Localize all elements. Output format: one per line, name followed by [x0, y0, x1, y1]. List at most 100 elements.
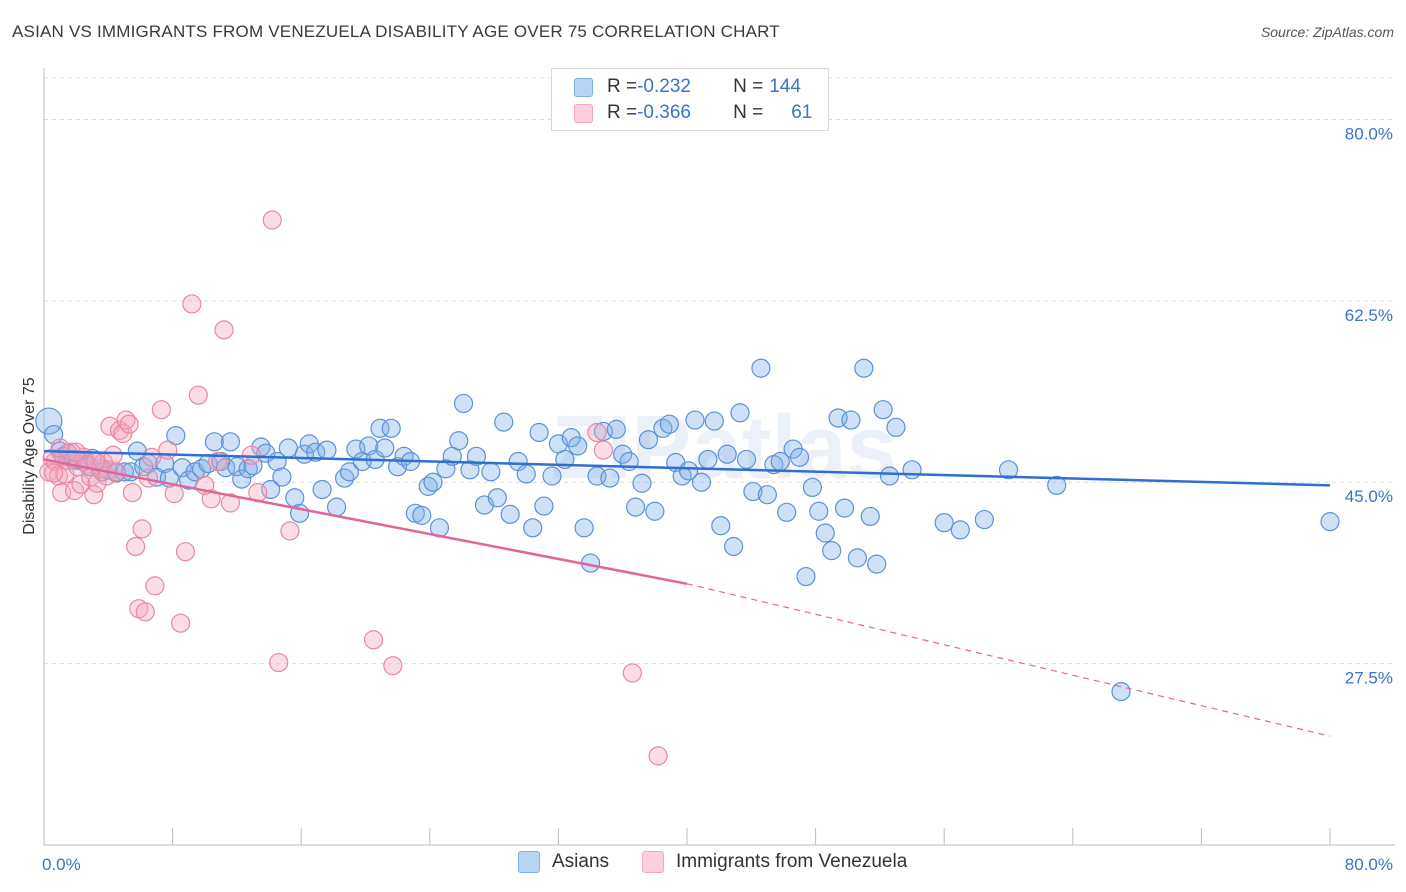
- label-layer: 27.5% 45.0% 62.5% 80.0% 0.0% 80.0% Disability …: [21, 124, 1393, 874]
- point-asians: [1047, 475, 1067, 495]
- y-tick-label: 27.5%: [1345, 669, 1393, 688]
- bottom-legend-venezuela: Immigrants from Venezuela: [642, 851, 907, 873]
- point-asians: [638, 430, 659, 450]
- point-asians: [412, 505, 432, 525]
- points-layer: [35, 210, 1340, 766]
- point-asians: [704, 411, 724, 431]
- point-asians: [645, 501, 665, 521]
- point-asians: [685, 410, 705, 430]
- point-asians: [847, 548, 867, 568]
- point-asians: [166, 425, 186, 446]
- point-asians: [751, 358, 771, 378]
- legend-swatch-venezuela: [574, 103, 593, 123]
- point-asians: [822, 541, 842, 561]
- point-asians: [886, 417, 906, 437]
- bottom-legend-swatch-venezuela: [642, 851, 664, 873]
- point-venezuela: [214, 320, 234, 340]
- point-asians: [453, 393, 474, 414]
- point-venezuela: [587, 422, 607, 443]
- point-asians: [679, 461, 699, 481]
- point-asians: [423, 472, 443, 492]
- point-venezuela: [262, 210, 282, 230]
- point-asians: [204, 432, 224, 452]
- point-asians: [172, 458, 192, 478]
- point-asians: [950, 520, 970, 540]
- point-venezuela: [220, 493, 241, 513]
- point-asians: [625, 497, 646, 517]
- point-venezuela: [164, 484, 184, 504]
- point-venezuela: [109, 420, 130, 441]
- legend-n-label: N =: [733, 76, 764, 97]
- point-venezuela: [71, 474, 91, 494]
- point-venezuela: [44, 463, 64, 483]
- point-asians: [370, 418, 390, 438]
- legend-row-venezuela: R = -0.366 N = 61: [574, 101, 812, 125]
- point-asians: [487, 488, 507, 508]
- point-asians: [789, 447, 810, 467]
- point-asians: [934, 513, 954, 533]
- point-venezuela: [383, 656, 403, 676]
- x-tick-label: 0.0%: [42, 855, 81, 874]
- chart-title: ASIAN VS IMMIGRANTS FROM VENEZUELA DISAB…: [12, 22, 780, 41]
- point-asians: [698, 449, 718, 470]
- point-venezuela: [126, 536, 146, 557]
- point-asians: [388, 457, 408, 477]
- point-asians: [873, 400, 893, 420]
- legend-swatch-asians: [574, 77, 593, 97]
- legend-n-value: 144: [769, 76, 801, 97]
- point-asians: [326, 497, 347, 517]
- legend-row-asians: R = -0.232 N = 144: [574, 75, 801, 99]
- point-asians: [523, 518, 543, 538]
- point-asians: [691, 472, 712, 492]
- point-asians: [1111, 681, 1131, 702]
- point-venezuela: [119, 414, 139, 434]
- point-asians: [724, 536, 744, 557]
- legend-r-label: R =: [607, 102, 638, 123]
- point-asians: [606, 419, 626, 439]
- point-asians: [466, 446, 487, 466]
- point-asians: [272, 467, 292, 487]
- point-asians: [632, 473, 652, 493]
- legend-r-value: -0.232: [637, 76, 691, 97]
- bottom-legend-asians: Asians: [518, 851, 609, 873]
- point-asians: [879, 466, 900, 486]
- legend-n-value: 61: [791, 102, 813, 123]
- watermark-text: ZIPatlas: [551, 398, 896, 498]
- bottom-legend-swatch-asians: [518, 851, 540, 873]
- point-asians: [568, 436, 588, 456]
- point-asians: [902, 460, 922, 480]
- point-venezuela: [171, 613, 191, 633]
- point-venezuela: [622, 663, 642, 683]
- point-asians: [841, 410, 861, 430]
- point-asians: [500, 504, 520, 524]
- point-venezuela: [269, 652, 289, 673]
- axis-layer: [43, 68, 1395, 846]
- bottom-legend: Asians Immigrants from Venezuela: [0, 851, 1406, 877]
- source-label: Source: ZipAtlas.com: [1260, 24, 1394, 40]
- legend-r-value: -0.366: [637, 102, 691, 123]
- point-venezuela: [158, 440, 178, 460]
- point-asians: [974, 509, 994, 530]
- legend-n-label: N =: [733, 102, 764, 123]
- point-asians: [743, 481, 763, 502]
- trendline-venezuela: [43, 458, 688, 586]
- point-asians: [574, 518, 594, 538]
- point-asians: [312, 479, 332, 500]
- point-asians: [809, 501, 829, 521]
- point-asians: [834, 498, 855, 518]
- legend-box: R = -0.232 N = 144 R = -0.366 N = 61: [551, 68, 829, 131]
- point-venezuela: [87, 473, 107, 493]
- y-tick-label: 62.5%: [1345, 306, 1393, 325]
- point-venezuela: [84, 485, 104, 505]
- point-asians: [232, 469, 252, 489]
- point-asians: [613, 444, 633, 464]
- bottom-legend-label-asians: Asians: [552, 851, 610, 872]
- point-venezuela: [103, 445, 123, 465]
- bottom-legend-label-venezuela: Immigrants from Venezuela: [676, 851, 908, 872]
- point-venezuela: [132, 519, 152, 539]
- point-venezuela: [280, 521, 300, 541]
- point-asians: [529, 422, 549, 443]
- point-asians: [375, 438, 395, 458]
- trendline-venezuela-extension: [686, 583, 1331, 737]
- trend-layer: [43, 449, 1331, 737]
